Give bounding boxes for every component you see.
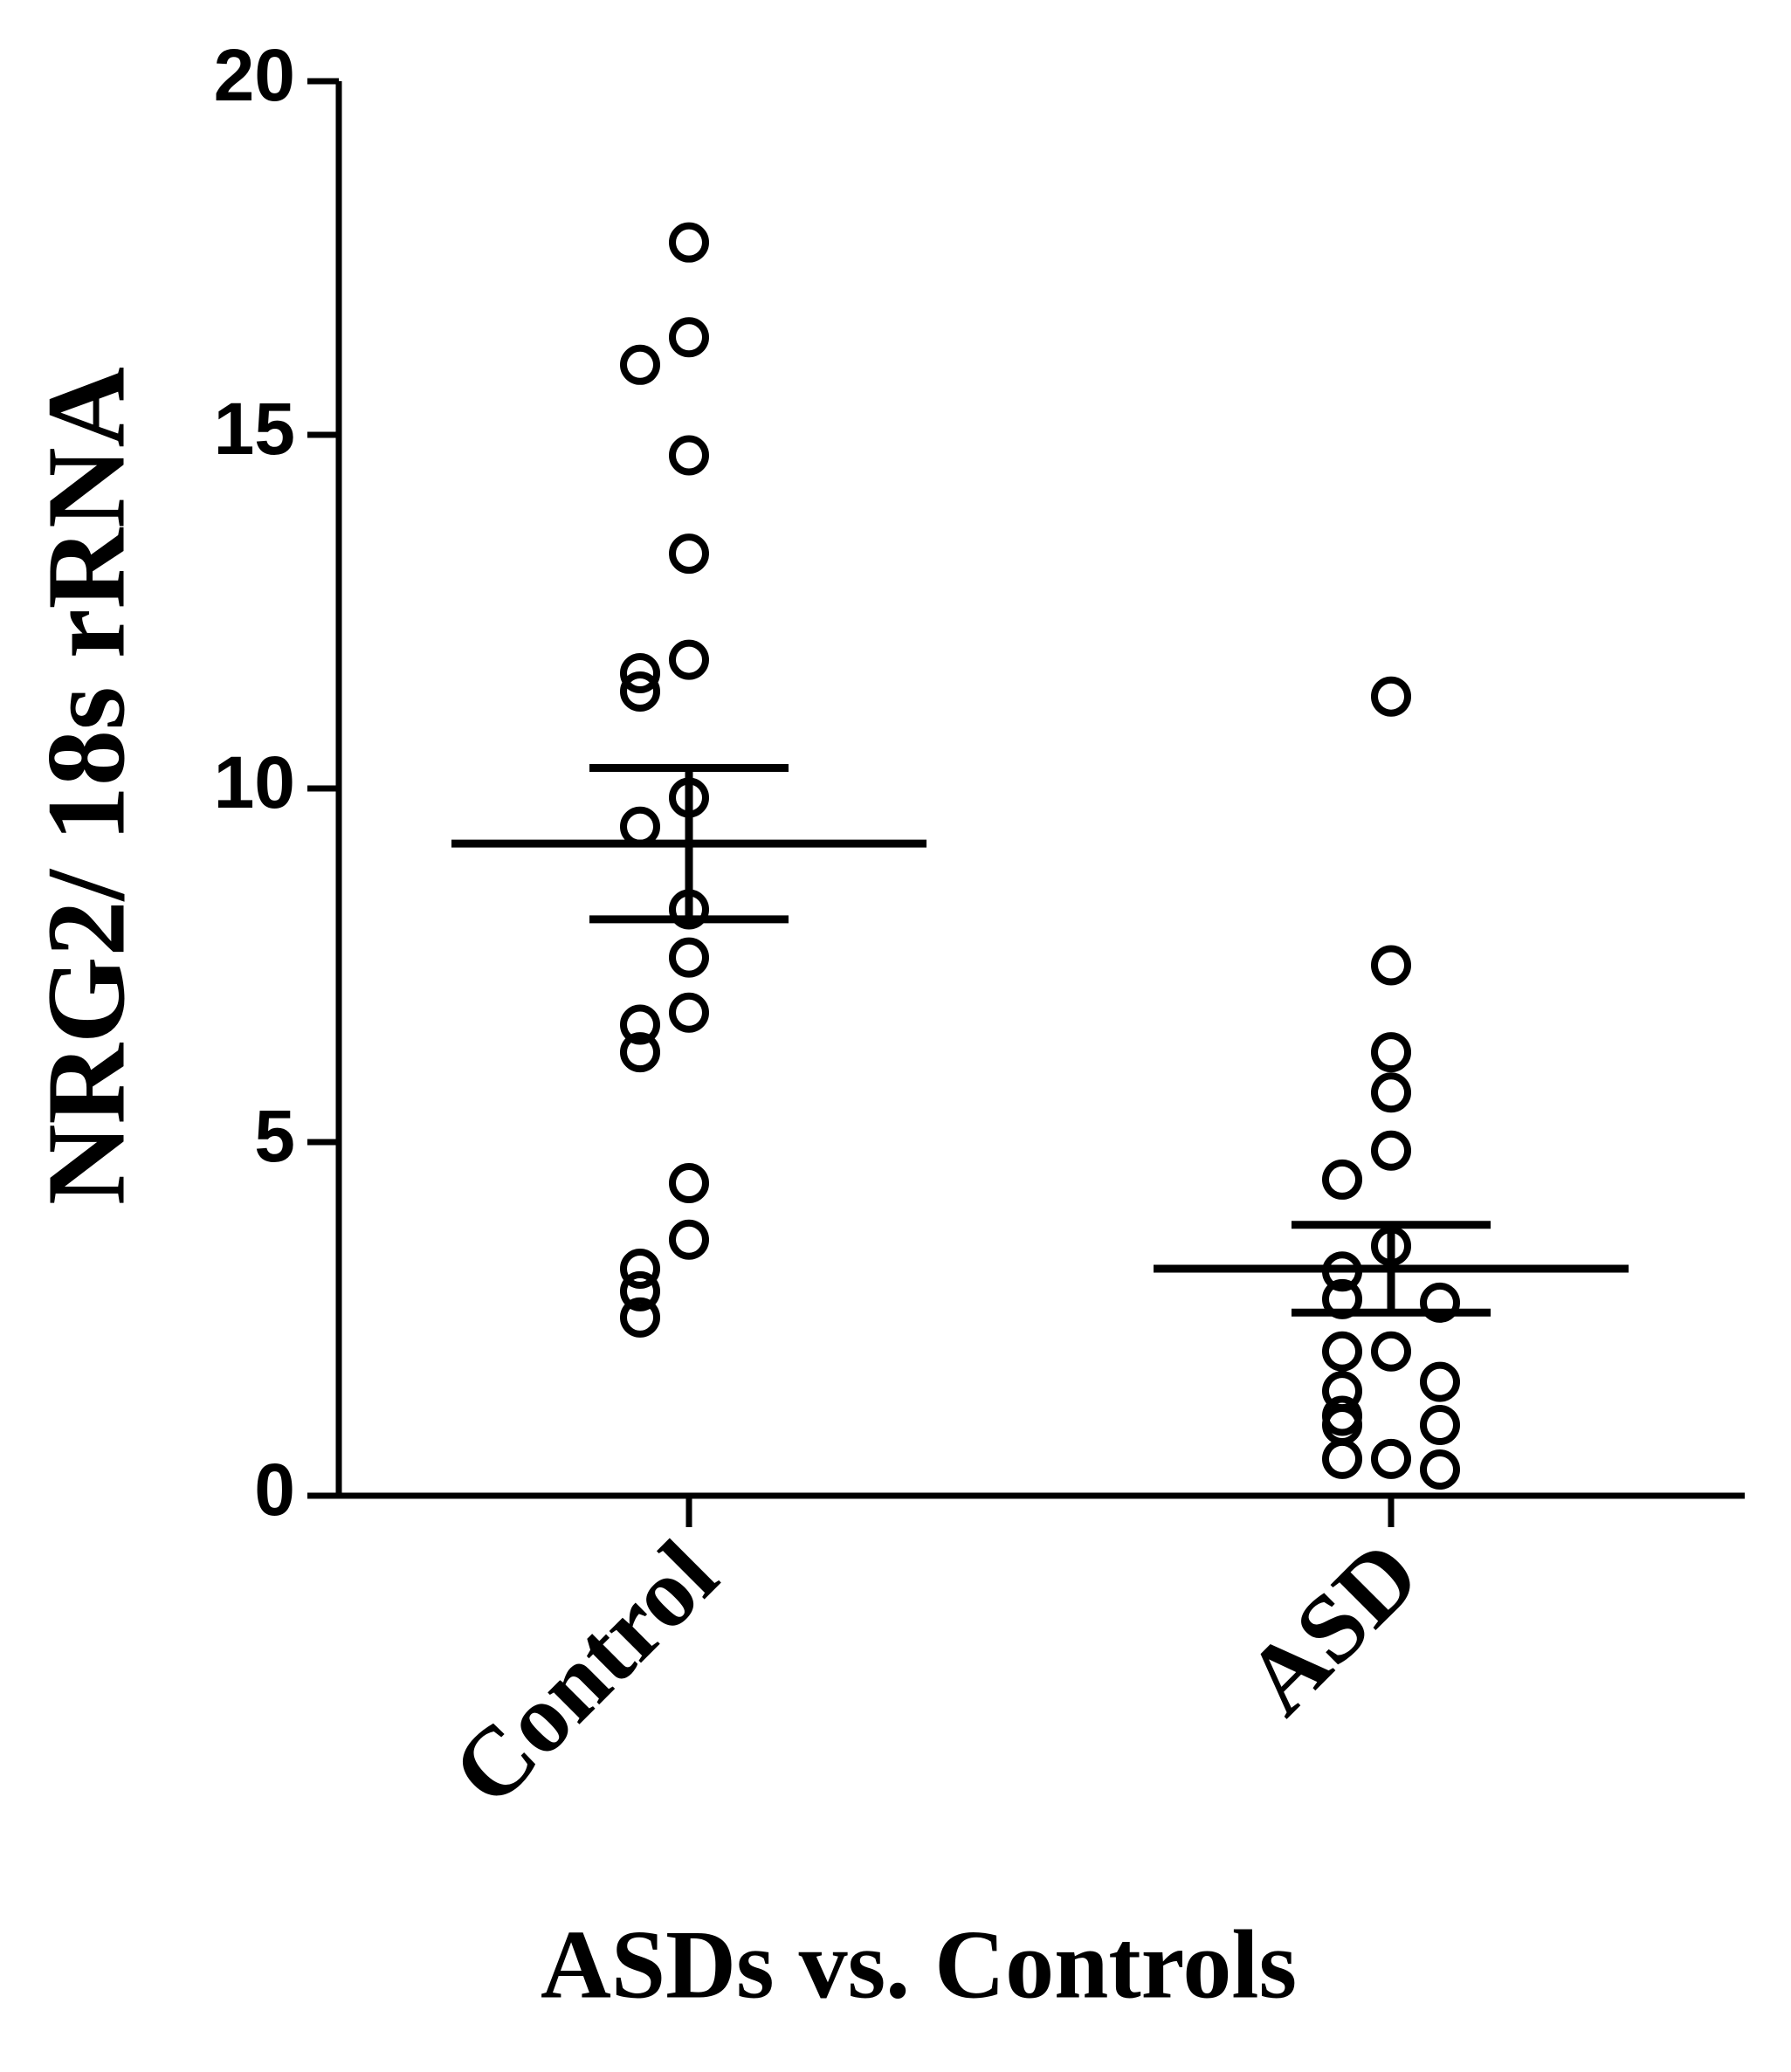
data-point (1420, 1282, 1460, 1323)
data-point (1420, 1449, 1460, 1490)
data-point (1371, 676, 1411, 717)
error-bar (1292, 1221, 1491, 1317)
data-point (1371, 1072, 1411, 1113)
y-tick-label: 10 (214, 741, 295, 823)
data-point (1371, 1331, 1411, 1372)
error-bar (589, 764, 789, 924)
y-tick-label: 5 (254, 1095, 295, 1177)
data-point (669, 1162, 709, 1203)
data-point (669, 1219, 709, 1260)
data-point (669, 639, 709, 680)
data-point (620, 1004, 660, 1045)
data-point (669, 992, 709, 1033)
data-point (1371, 1032, 1411, 1073)
y-axis-label: NRG2/ 18s rRNA (24, 367, 148, 1205)
data-point (620, 1032, 660, 1073)
data-point (620, 344, 660, 385)
data-point (1322, 1159, 1362, 1200)
data-point (1322, 1331, 1362, 1372)
data-point (669, 435, 709, 476)
y-tick-label: 15 (214, 388, 295, 470)
data-point (1420, 1361, 1460, 1402)
data-point (669, 533, 709, 575)
data-point (1371, 1438, 1411, 1479)
data-point (1371, 1130, 1411, 1171)
data-point (1420, 1405, 1460, 1445)
y-tick-label: 20 (214, 34, 295, 116)
data-point (669, 317, 709, 358)
data-point (1371, 945, 1411, 986)
x-tick-label: Control (432, 1520, 738, 1826)
x-axis-label: ASDs vs. Controls (541, 1911, 1297, 2020)
data-point (669, 937, 709, 978)
data-point (669, 222, 709, 263)
y-tick-label: 0 (254, 1449, 295, 1531)
data-point (1322, 1438, 1362, 1479)
data-point (620, 1297, 660, 1338)
data-point (620, 806, 660, 847)
data-point (620, 671, 660, 712)
data-point (620, 1270, 660, 1311)
data-point (620, 652, 660, 693)
x-tick-label: ASD (1225, 1520, 1440, 1735)
data-point (620, 1248, 660, 1289)
